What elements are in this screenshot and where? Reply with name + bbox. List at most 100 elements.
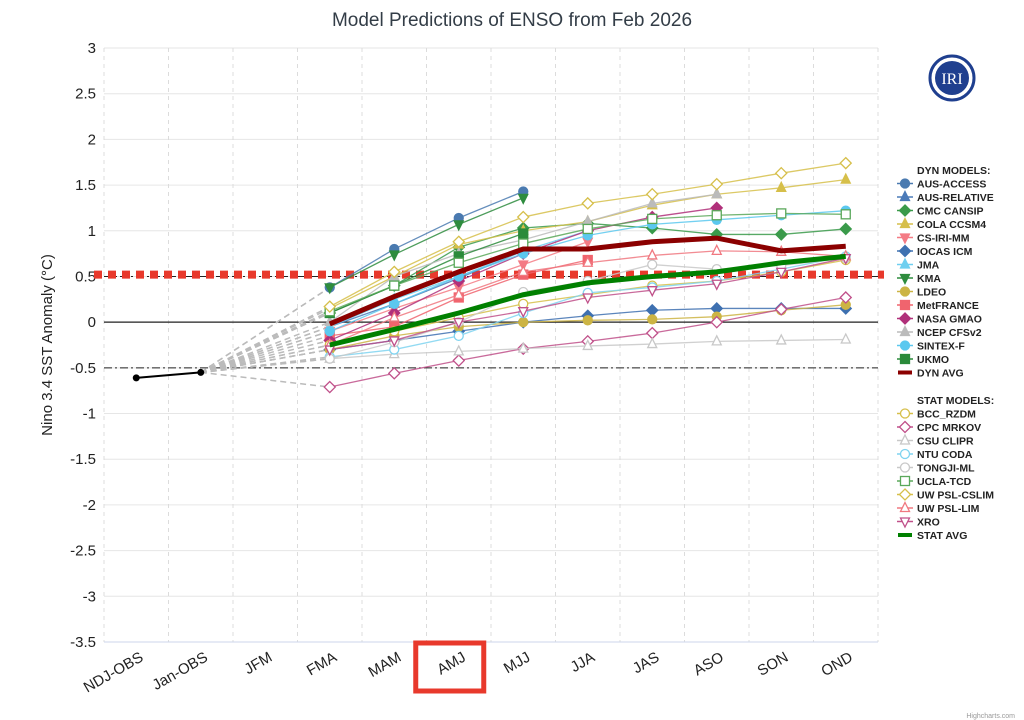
- data-point: [387, 366, 401, 380]
- legend-label: LDEO: [917, 287, 946, 299]
- legend-item[interactable]: NTU CODA: [897, 448, 973, 461]
- connector-line: [200, 357, 330, 374]
- observed-point: [132, 374, 140, 382]
- data-point: [582, 223, 593, 235]
- legend-item[interactable]: AUS-RELATIVE: [897, 190, 994, 205]
- data-point: [453, 287, 465, 299]
- data-point: [517, 193, 529, 205]
- legend-item[interactable]: NCEP CFSv2: [897, 325, 982, 340]
- legend-item[interactable]: LDEO: [897, 286, 946, 299]
- x-tick-label: JJA: [568, 649, 598, 676]
- series-stat-avg: [329, 253, 846, 348]
- legend-label: NCEP CFSv2: [917, 327, 982, 339]
- y-tick-label: 1.5: [75, 177, 96, 194]
- legend-header: STAT MODELS:: [917, 395, 994, 407]
- data-point: [323, 300, 337, 314]
- data-point: [711, 334, 723, 346]
- data-point: [647, 314, 658, 325]
- data-point: [840, 332, 852, 344]
- x-tick-label: ASO: [691, 649, 727, 680]
- data-point: [898, 420, 912, 434]
- data-point: [774, 228, 788, 241]
- data-point: [899, 340, 911, 351]
- data-point: [710, 177, 724, 191]
- legend-item[interactable]: CSU CLIPR: [897, 433, 974, 448]
- reference-lines: [94, 270, 884, 369]
- legend-item[interactable]: JMA: [897, 257, 940, 272]
- data-point: [775, 333, 787, 345]
- series-line: [329, 232, 524, 314]
- legend-label: UKMO: [917, 354, 949, 366]
- data-point: [899, 501, 911, 513]
- data-point: [899, 257, 911, 269]
- data-point: [453, 344, 465, 356]
- data-point: [452, 235, 466, 249]
- data-point: [647, 213, 658, 225]
- legend-item[interactable]: STAT AVG: [898, 530, 967, 542]
- legend-item[interactable]: XRO: [897, 517, 940, 529]
- data-point: [840, 209, 851, 220]
- data-point: [324, 345, 336, 357]
- legend-item[interactable]: IOCAS ICM: [897, 244, 973, 259]
- legend-label: MetFRANCE: [917, 300, 979, 312]
- legend-item[interactable]: UKMO: [897, 353, 949, 366]
- legend-item[interactable]: UW PSL-CSLIM: [897, 488, 994, 502]
- legend-item[interactable]: NASA GMAO: [897, 312, 982, 326]
- data-point: [899, 273, 911, 285]
- legend-item[interactable]: CPC MRKOV: [897, 420, 981, 435]
- y-tick-label: -1: [83, 406, 96, 423]
- data-point: [582, 315, 593, 326]
- data-point: [899, 299, 911, 311]
- legend-item[interactable]: SINTEX-F: [897, 340, 965, 353]
- data-point: [898, 312, 912, 325]
- legend-item[interactable]: MetFRANCE: [897, 299, 979, 312]
- legend-item[interactable]: COLA CCSM4: [897, 217, 986, 232]
- data-point: [899, 286, 911, 297]
- data-point: [899, 233, 911, 245]
- chart-title: Model Predictions of ENSO from Feb 2026: [332, 10, 692, 31]
- legend-item[interactable]: KMA: [897, 273, 941, 285]
- data-point: [388, 250, 400, 262]
- data-point: [774, 302, 788, 316]
- legend-label: DYN AVG: [917, 368, 964, 380]
- data-point: [389, 298, 400, 310]
- y-tick-label: 1: [88, 223, 96, 240]
- x-tick-label: MJJ: [501, 649, 533, 677]
- data-point: [324, 283, 336, 295]
- data-point: [839, 156, 853, 170]
- data-point: [517, 264, 529, 277]
- connector-line: [200, 330, 330, 374]
- legend-item[interactable]: AUS-ACCESS: [897, 178, 986, 191]
- data-point: [517, 341, 529, 353]
- y-ticks: 3 2.5 2 1.5 1 0.5 0 -0.5 -1 -1.5 -2 -2.5 -3 -3.5: [70, 40, 96, 651]
- x-tick-label: JAS: [630, 649, 662, 677]
- data-point: [453, 220, 465, 232]
- credit[interactable]: Highcharts.com: [966, 713, 1015, 720]
- series-line: [329, 253, 846, 348]
- data-point: [711, 187, 723, 199]
- data-point: [453, 257, 464, 268]
- data-point: [323, 380, 337, 394]
- series-line: [329, 190, 524, 288]
- x-tick-label: SON: [755, 649, 792, 680]
- legend-item[interactable]: TONGJI-ML: [897, 462, 975, 475]
- legend-item[interactable]: BCC_RZDM: [897, 408, 976, 421]
- legend-label: SINTEX-F: [917, 341, 965, 353]
- legend-item[interactable]: CS-IRI-MM: [897, 233, 970, 245]
- legend-label: NTU CODA: [917, 449, 973, 461]
- legend-item[interactable]: UW PSL-LIM: [897, 501, 980, 516]
- legend-item[interactable]: CMC CANSIP: [897, 204, 984, 218]
- data-point: [899, 325, 911, 337]
- legend-item[interactable]: DYN AVG: [898, 368, 964, 380]
- data-point: [647, 259, 658, 270]
- data-point: [775, 267, 787, 279]
- data-point: [388, 310, 400, 322]
- data-point: [899, 462, 911, 473]
- y-tick-label: -3.5: [70, 634, 96, 651]
- legend-label: JMA: [917, 260, 940, 272]
- connector-line: [200, 348, 330, 374]
- legend-item[interactable]: UCLA-TCD: [897, 475, 972, 488]
- data-point: [775, 180, 787, 192]
- data-point: [453, 318, 465, 330]
